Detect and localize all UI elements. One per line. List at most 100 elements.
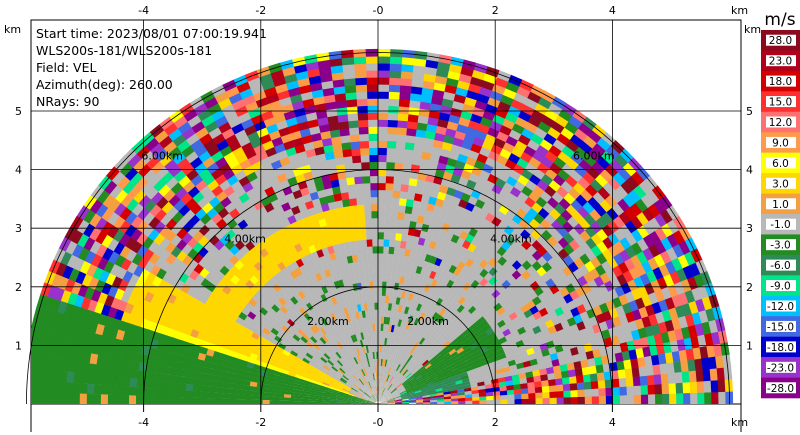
- radar-gate: [329, 382, 337, 388]
- radar-gate: [313, 280, 322, 290]
- radar-gate: [333, 149, 344, 159]
- radar-gate: [327, 115, 339, 125]
- colorbar-label: -9.0: [770, 281, 791, 293]
- radar-gate: [306, 68, 321, 78]
- radar-gate: [275, 320, 285, 329]
- radar-gate: [353, 398, 362, 402]
- radar-gate: [282, 302, 292, 311]
- radar-gate: [442, 170, 453, 181]
- radar-gate: [394, 303, 400, 312]
- radar-gate: [406, 389, 415, 394]
- radar-gate: [299, 381, 308, 387]
- radar-gate: [345, 329, 351, 338]
- radar-gate: [164, 230, 177, 243]
- y-tick-label-left: 1: [15, 339, 22, 352]
- radar-gate: [575, 193, 588, 207]
- radar-gate: [398, 105, 410, 115]
- radar-gate: [425, 299, 433, 309]
- radar-gate: [481, 335, 491, 343]
- radar-gate: [596, 252, 608, 265]
- radar-gate: [355, 347, 361, 356]
- radar-gate: [198, 391, 207, 399]
- radar-gate: [332, 400, 340, 403]
- radar-gate: [345, 381, 353, 387]
- radar-gate: [202, 173, 216, 186]
- radar-gate: [252, 143, 266, 155]
- radar-gate: [285, 377, 295, 383]
- radar-gate: [666, 362, 676, 374]
- radar-gate: [370, 189, 378, 198]
- radar-gate: [407, 330, 414, 339]
- radar-gate: [289, 295, 299, 305]
- radar-gate: [464, 390, 473, 395]
- radar-gate: [465, 400, 473, 404]
- radar-gate: [544, 185, 557, 198]
- radar-gate: [349, 305, 356, 314]
- radar-gate: [233, 399, 242, 404]
- radar-gate: [406, 388, 414, 393]
- radar-gate: [359, 232, 367, 241]
- radar-gate: [400, 327, 406, 336]
- radar-gate: [325, 402, 333, 404]
- radar-gate: [191, 120, 205, 134]
- radar-gate: [306, 206, 317, 217]
- radar-gate: [448, 381, 457, 387]
- radar-gate: [363, 352, 368, 361]
- radar-gate: [412, 257, 420, 266]
- radar-gate: [469, 296, 479, 306]
- radar-gate: [329, 380, 338, 386]
- radar-gate: [616, 273, 628, 286]
- radar-gate: [316, 329, 325, 338]
- radar-gate: [322, 87, 335, 97]
- radar-gate: [479, 346, 489, 354]
- radar-gate: [436, 265, 445, 275]
- y-tick-label-left: 3: [15, 222, 22, 235]
- radar-gate: [585, 183, 598, 197]
- radar-gate: [325, 400, 333, 403]
- radar-gate: [373, 280, 378, 289]
- radar-gate: [135, 387, 144, 396]
- radar-gate: [316, 374, 325, 380]
- radar-gate: [355, 381, 362, 388]
- radar-gate: [392, 260, 399, 269]
- radar-gate: [234, 169, 247, 181]
- radar-gate: [664, 351, 674, 364]
- radar-gate: [253, 120, 267, 132]
- radar-gate: [361, 398, 369, 401]
- radar-gate: [165, 176, 179, 190]
- radar-gate: [368, 399, 376, 403]
- radar-gate: [579, 241, 592, 254]
- radar-gate: [435, 354, 444, 361]
- radar-gate: [471, 389, 480, 395]
- radar-gate: [333, 374, 341, 381]
- radar-gate: [407, 113, 419, 123]
- radar-gate: [346, 398, 355, 401]
- radar-gate: [323, 94, 336, 104]
- radar-gate: [358, 388, 365, 394]
- radar-gate: [399, 297, 405, 306]
- radar-gate: [311, 399, 319, 402]
- colorbar-label: 15.0: [769, 97, 792, 109]
- radar-gate: [368, 380, 373, 389]
- radar-gate: [489, 351, 499, 359]
- radar-gate: [370, 196, 378, 205]
- radar-gate: [244, 366, 254, 373]
- radar-gate: [377, 98, 389, 106]
- radar-gate: [397, 374, 404, 381]
- radar-gate: [383, 380, 388, 389]
- radar-gate: [548, 378, 557, 387]
- radar-gate: [380, 372, 383, 381]
- radar-gate: [393, 394, 402, 399]
- radar-gate: [181, 243, 193, 256]
- y-tick-label-right: 4: [746, 164, 753, 177]
- radar-gate: [173, 360, 183, 370]
- radar-gate: [344, 383, 352, 389]
- radar-gate: [368, 126, 378, 134]
- radar-gate: [552, 337, 562, 347]
- radar-gate: [595, 364, 605, 374]
- radar-gate: [318, 395, 327, 399]
- radar-gate: [377, 175, 386, 184]
- x-tick-label-bottom: 2: [492, 416, 499, 429]
- radar-gate: [588, 365, 598, 375]
- radar-gate: [378, 393, 381, 402]
